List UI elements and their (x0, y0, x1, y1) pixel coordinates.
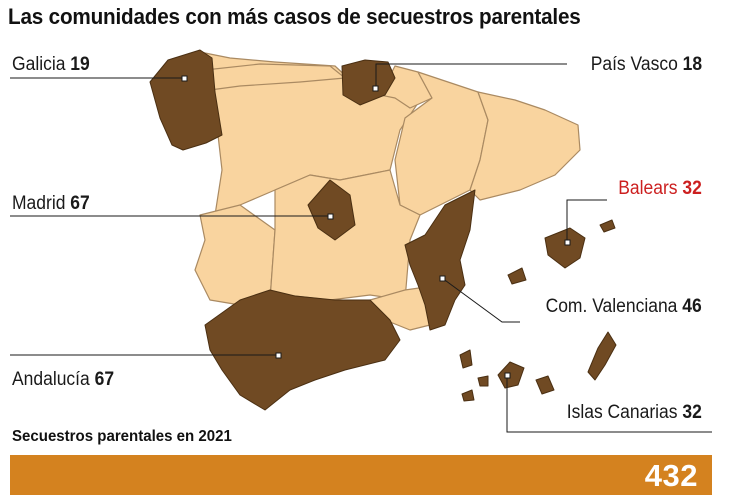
region-name: Balears (618, 178, 678, 199)
map-title: Las comunidades con más casos de secuest… (8, 4, 581, 29)
region-value: 46 (682, 296, 702, 317)
region-name: Com. Valenciana (545, 296, 678, 317)
region-pais-vasco (341, 59, 396, 106)
region-canarias-gomera (477, 375, 489, 387)
region-valencia (404, 189, 476, 331)
region-mallorca (544, 227, 586, 269)
leader-canarias (506, 375, 712, 433)
region-ibiza (507, 267, 527, 285)
region-name: Islas Canarias (566, 402, 678, 423)
marker-galicia (181, 75, 188, 82)
region-galicia (149, 49, 223, 151)
label-valencia: Com. Valenciana 46 (546, 296, 702, 318)
marker-pais-vasco (372, 85, 379, 92)
label-canarias: Islas Canarias 32 (567, 402, 702, 424)
label-pais-vasco: País Vasco 18 (591, 54, 702, 76)
marker-madrid (327, 213, 334, 220)
region-menorca (599, 219, 616, 233)
label-andalucia: Andalucía 67 (12, 369, 114, 391)
marker-valencia (439, 275, 446, 282)
region-value: 18 (682, 54, 702, 75)
label-madrid: Madrid 67 (12, 193, 90, 215)
region-madrid (307, 179, 356, 241)
region-castilla-la-mancha (269, 169, 421, 301)
region-andalucia (204, 289, 401, 411)
leader-valencia (441, 277, 520, 323)
total-value: 432 (644, 458, 698, 493)
total-bar: 432 (10, 455, 712, 495)
leader-pais-vasco (375, 63, 567, 88)
region-value: 19 (70, 54, 90, 75)
region-name: Galicia (12, 54, 66, 75)
region-cataluna (469, 91, 581, 201)
total-caption: Secuestros parentales en 2021 (12, 428, 232, 445)
region-value: 67 (70, 193, 90, 214)
region-canarias-lanzarote (587, 331, 617, 381)
label-balears: Balears 32 (618, 178, 702, 200)
region-value: 67 (94, 369, 115, 390)
label-galicia: Galicia 19 (12, 54, 90, 76)
region-value: 32 (682, 402, 702, 423)
marker-balears (564, 239, 571, 246)
region-name: Madrid (12, 193, 66, 214)
region-extremadura (194, 204, 276, 306)
region-canarias-hierro (461, 389, 475, 402)
marker-andalucia (275, 352, 282, 359)
region-canarias-tenerife (497, 361, 525, 389)
region-canarias-la-palma (459, 349, 473, 369)
region-name: País Vasco (590, 54, 678, 75)
region-name: Andalucía (12, 369, 90, 390)
region-value: 32 (682, 178, 702, 199)
marker-canarias (504, 372, 511, 379)
leader-balears (566, 199, 607, 242)
region-canarias-gran-canaria (535, 375, 555, 395)
